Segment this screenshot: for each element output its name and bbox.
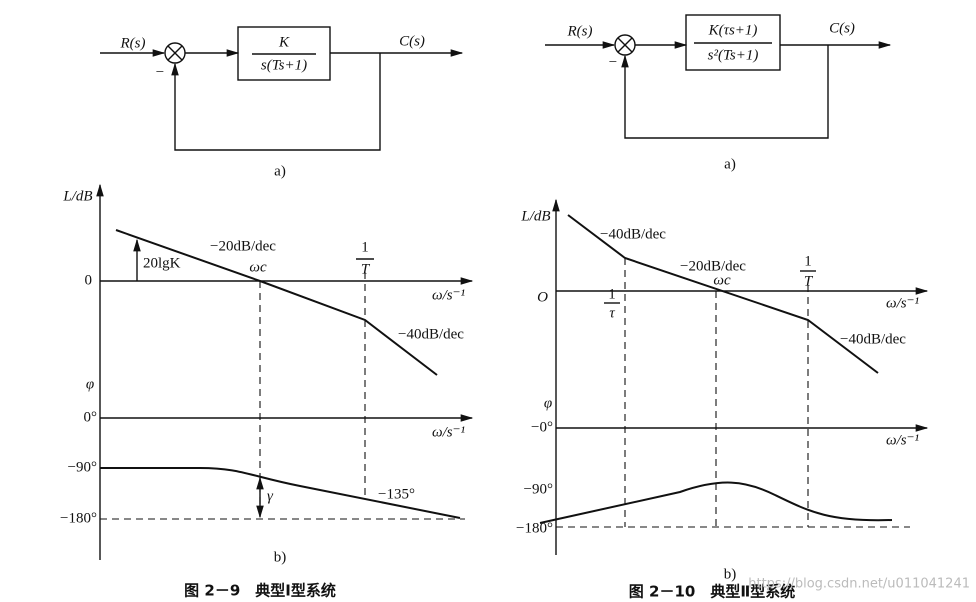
tick-label: −180° <box>60 510 97 526</box>
left-block-diagram: R(s) C(s) − K s(Ts+1) a) <box>100 26 464 179</box>
right-bode: L/dB −40dB/dec −20dB/dec ωc 1 T O 1 τ ω/… <box>516 198 929 601</box>
input-label: R(s) <box>120 35 146 51</box>
tick-label: −0° <box>531 419 553 435</box>
figure-caption: 图 2－9 典型Ⅰ型系统 <box>184 582 336 600</box>
feedback-line <box>621 45 829 139</box>
axis-label: ω/s⁻¹ <box>886 432 920 448</box>
left-bode: L/dB 0 20lgK −20dB/dec ωc 1 T ω/s⁻¹ −40d… <box>60 183 474 600</box>
slope-label: −20dB/dec <box>210 238 276 254</box>
slope-label: −40dB/dec <box>398 326 464 342</box>
caption: a) <box>274 163 286 179</box>
axis-label: L/dB <box>62 188 92 204</box>
numerator: K(τs+1) <box>708 22 758 38</box>
tick-label: −90° <box>68 459 97 475</box>
magnitude-curve <box>115 229 438 376</box>
corner-denominator: T <box>361 261 371 277</box>
magnitude-curve <box>567 214 879 374</box>
axis-label: ω/s⁻¹ <box>886 295 920 311</box>
cross <box>167 45 183 61</box>
input-label: R(s) <box>567 23 593 39</box>
watermark: https://blog.csdn.net/u011041241 <box>748 577 970 592</box>
slope-label: −40dB/dec <box>600 226 666 242</box>
sign-label: − <box>609 54 617 70</box>
tick-label: −90° <box>524 481 553 497</box>
corner-numerator: 1 <box>361 239 369 255</box>
axis-label: φ <box>544 395 552 411</box>
corner-numerator: 1 <box>804 253 812 269</box>
slope-label: −20dB/dec <box>680 258 746 274</box>
tick-label: −180° <box>516 520 553 536</box>
transfer-block <box>685 14 781 71</box>
axis-label: ω/s⁻¹ <box>432 424 466 440</box>
tick-label: 0 <box>85 272 93 288</box>
axis-label: L/dB <box>520 208 550 224</box>
denominator: s²(Ts+1) <box>708 47 759 63</box>
caption: b) <box>724 566 737 582</box>
cross <box>617 37 633 53</box>
caption: b) <box>274 549 287 565</box>
feedback-line <box>171 53 381 151</box>
phase-curve <box>539 481 893 524</box>
output-label: C(s) <box>829 20 855 36</box>
numerator: K <box>278 34 290 50</box>
caption: a) <box>724 156 736 172</box>
tick-label: 0° <box>84 409 98 425</box>
corner-denominator: T <box>804 273 814 289</box>
crossover-label: ωc <box>713 272 731 288</box>
output-label: C(s) <box>399 33 425 49</box>
axis-label: φ <box>86 376 94 392</box>
margin-label: γ <box>267 488 274 504</box>
crossover-label: ωc <box>249 259 267 275</box>
axis-label: ω/s⁻¹ <box>432 287 466 303</box>
denominator: s(Ts+1) <box>261 57 307 73</box>
sign-label: − <box>156 64 164 80</box>
gain-label: 20lgK <box>143 255 181 271</box>
phase-label: −135° <box>378 486 415 502</box>
phase-curve <box>100 467 461 519</box>
right-block-diagram: R(s) C(s) − K(τs+1) s²(Ts+1) a) <box>545 14 892 172</box>
slope-label: −40dB/dec <box>840 331 906 347</box>
corner-numerator: 1 <box>608 286 616 302</box>
figure-caption: 图 2－10 典型Ⅱ型系统 <box>629 583 795 601</box>
corner-denominator: τ <box>609 305 615 321</box>
origin-label: O <box>537 289 548 305</box>
